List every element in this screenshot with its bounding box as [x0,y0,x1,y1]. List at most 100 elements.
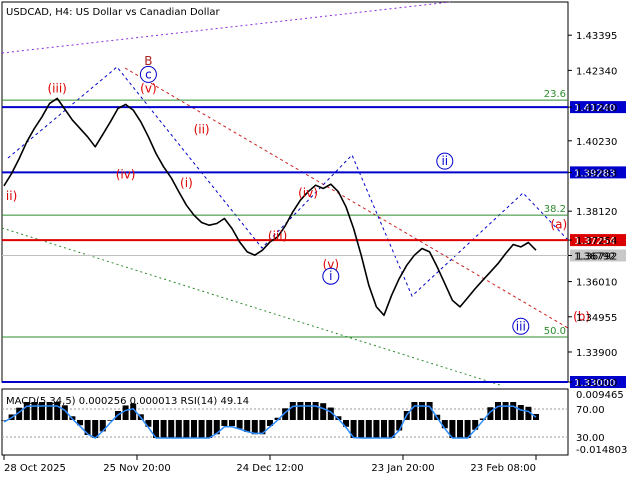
macd-bar-24 [183,420,190,438]
rsi-line [3,405,537,439]
indicator-label: MACD(5,34,5) 0.000256 0.000013 RSI(14) 4… [6,396,249,407]
macd-bar-50 [381,420,387,438]
macd-bar-40 [305,402,311,420]
macd-bar-3 [23,402,30,420]
macd-bar-6 [46,402,53,420]
macd-bar-5 [39,402,45,420]
macd-bar-16 [122,405,129,420]
wave-label-1: (iii) [48,81,67,95]
macd-bar-17 [130,403,137,420]
macd-bar-61 [464,420,471,438]
macd-bar-8 [61,405,68,420]
macd-bar-45 [343,420,349,427]
macd-bar-60 [457,420,463,438]
macd-bar-41 [312,402,319,420]
trend-lines [1,1,569,386]
macd-bar-48 [365,420,372,438]
level-tag-2 [570,234,626,247]
fib-label-2: 50.0 [544,326,566,337]
current-price-text: 1.36792 [574,251,615,262]
wave-label-8: (iv) [298,186,318,200]
y-tick-label-1: 1.42340 [576,66,617,77]
macd-bar-39 [297,402,304,420]
macd-bar-34 [259,420,266,435]
x-tick-label-2: 24 Dec 12:00 [236,463,303,474]
macd-bar-54 [411,402,418,420]
macd-bar-36 [274,417,281,420]
macd-bar-35 [267,420,273,426]
wave-label-10: (v) [323,258,339,272]
x-tick-label-0: 28 Oct 2025 [4,463,66,474]
wave-circle-11 [322,267,340,285]
price-series [3,97,537,317]
wave-label-5: (v) [140,81,156,95]
macd-bar-65 [495,402,501,420]
macd-bar-0 [1,420,7,421]
macd-bar-68 [517,405,524,420]
macd-bar-58 [441,420,448,429]
macd-bar-47 [358,420,365,438]
wave-label-11: i [329,269,332,283]
level-tag-0 [570,101,626,114]
y-tick-label-7: 1.36792 [576,251,617,262]
macd-bar-10 [77,420,83,426]
wave-label-0: ii) [6,189,17,203]
macd-bar-19 [145,420,152,427]
y-tick-label-4: 1.39283 [576,168,617,179]
macd-bar-52 [396,420,403,431]
wave-circle-12 [436,152,454,170]
macd-bar-69 [525,406,532,420]
wave-label-4: c [145,67,152,81]
macd-bar-2 [16,407,23,420]
macd-bar-23 [175,420,182,438]
macd-bar-62 [472,420,479,430]
purple-channel-line [1,1,451,54]
y-tick-label-9: 1.34955 [576,313,617,324]
macd-bar-56 [426,402,433,420]
fib-label-1: 38.2 [544,204,566,215]
macd-bar-59 [449,420,456,438]
macd-bar-25 [191,420,197,438]
wave-label-2: (iv) [116,167,136,181]
wave-label-14: (a) [550,218,567,232]
macd-bar-46 [350,420,357,438]
x-axis: 28 Oct 2025 25 Nov 20:00 24 Dec 12:00 23 Ja… [3,455,537,474]
wave-label-6: (ii) [194,122,210,136]
macd-bar-64 [487,407,494,420]
level-tag-3 [570,376,626,388]
macd-bar-42 [320,403,327,420]
macd-bar-20 [153,420,159,438]
wave-label-7: (i) [180,176,193,190]
wave-label-9: (iii) [268,229,287,243]
green-trend-line [1,227,501,386]
level-tag-text-1: 1.39283 [574,168,615,179]
current-price-tag [570,249,626,262]
macd-bar-63 [479,418,486,420]
ind-tick-1: 70.00 [576,405,605,416]
macd-bar-22 [168,420,175,438]
macd-bar-38 [289,402,296,420]
x-tick-label-1: 25 Nov 20:00 [103,463,170,474]
macd-bar-27 [206,420,213,438]
macd-bar-32 [244,420,251,432]
wave-label-3: B [144,54,152,68]
macd-bar-66 [502,402,509,420]
fibonacci-levels: 23.6 38.2 50.0 [2,89,568,338]
y-tick-label-0: 1.43395 [576,31,617,42]
ind-tick-2: 30.00 [576,433,605,444]
wave-label-12: ii [441,154,448,168]
ind-tick-3: -0.014803 [576,445,627,456]
x-tick-label-3: 23 Jan 20:00 [371,463,434,474]
macd-bar-26 [198,420,205,438]
macd-bar-49 [373,420,380,438]
y-tick-label-5: 1.38120 [576,207,617,218]
macd-bar-13 [99,420,106,432]
y-tick-label-10: 1.33900 [576,348,617,359]
y-axis: 1.43395 1.42340 1.41240 1.40230 1.39283 1.381… [568,31,617,389]
macd-bar-28 [213,420,220,435]
fib-label-0: 23.6 [544,89,566,100]
price-line [3,97,537,317]
wave-circle-4 [139,65,157,83]
macd-bar-30 [229,420,235,426]
